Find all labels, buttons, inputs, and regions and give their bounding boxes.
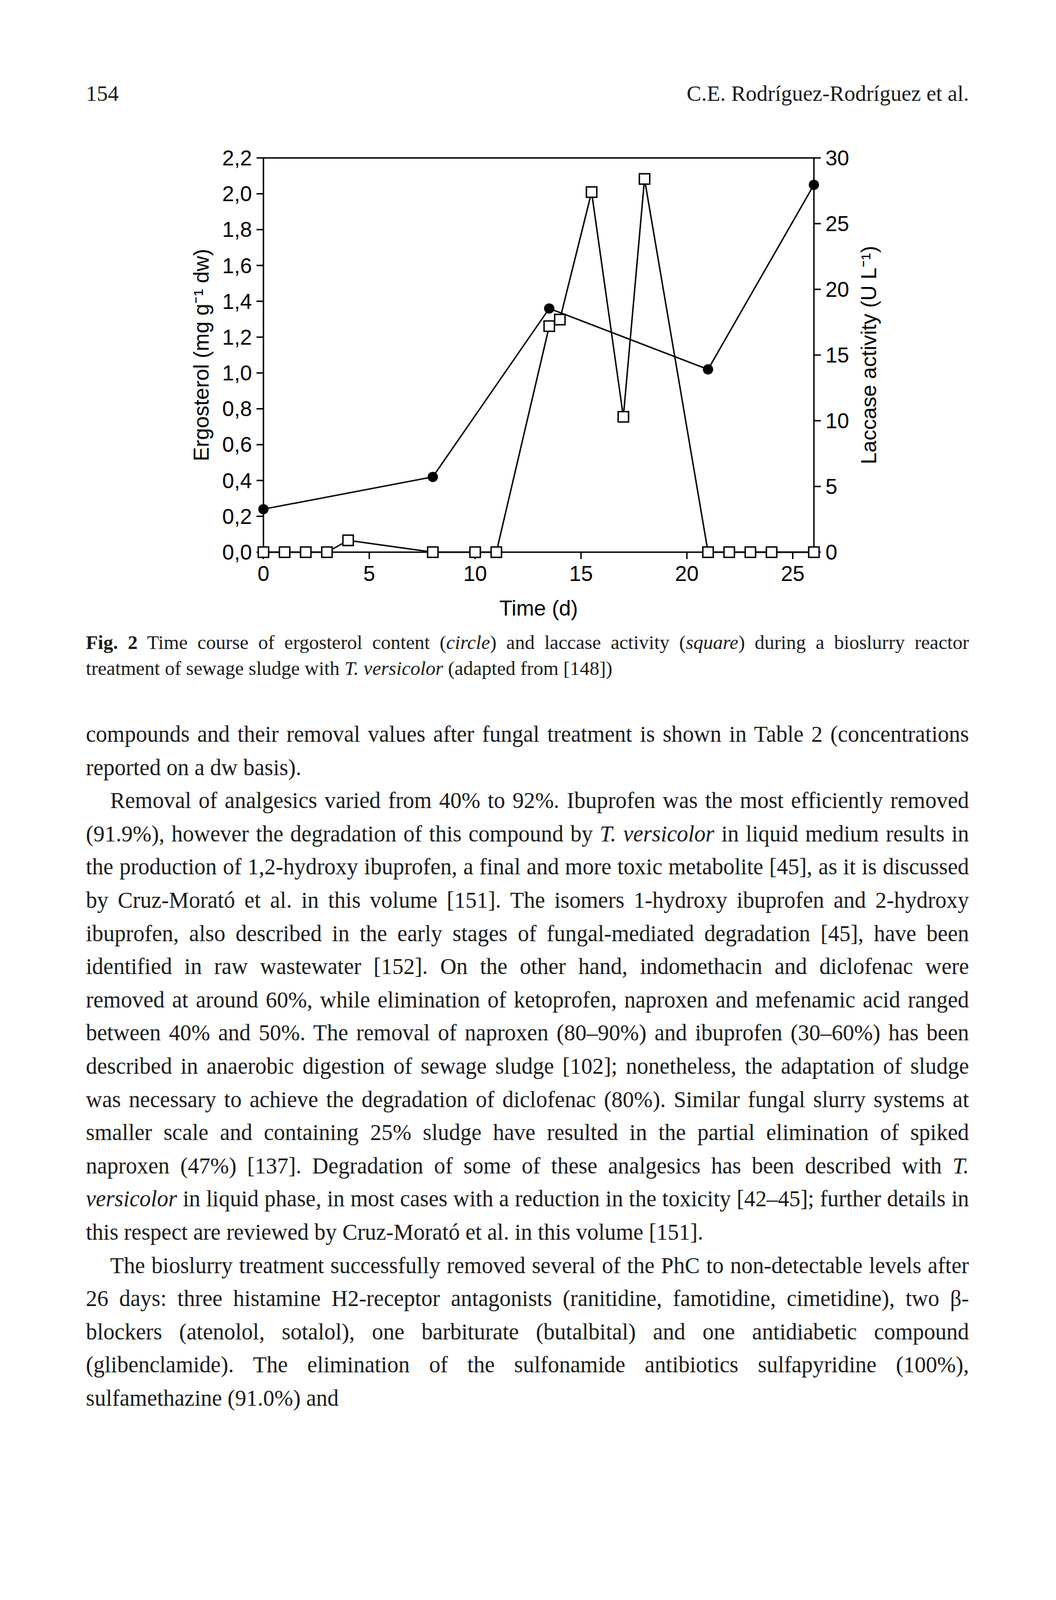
text-run: (adapted from [148]) [443, 657, 613, 680]
marker [491, 547, 502, 558]
x-tick-label: 20 [674, 562, 699, 586]
y-tick-label: 1,4 [222, 289, 252, 314]
y-tick [256, 264, 264, 267]
y2-tick [813, 485, 821, 488]
y2-tick-label: 5 [825, 474, 838, 499]
y-tick [256, 157, 264, 160]
marker [617, 411, 629, 422]
y-tick [256, 228, 264, 231]
series-line [263, 185, 814, 510]
x-tick-label: 5 [363, 562, 376, 586]
y-tick-label: 1,2 [222, 325, 252, 350]
marker [639, 173, 650, 184]
marker [745, 547, 756, 558]
y2-tick [813, 157, 821, 160]
caption: Fig. 2 Time course of ergosterol content… [85, 629, 969, 682]
marker [342, 534, 354, 546]
y2-tick [813, 420, 821, 422]
y-tick-label: 2,2 [222, 146, 252, 171]
y2-tick-label: 0 [825, 540, 838, 565]
y2-tick [813, 223, 821, 225]
y-tick-label: 1,8 [222, 217, 252, 242]
text-run: Fig. 2 [85, 631, 138, 654]
x-tick-label: 0 [257, 562, 270, 586]
figure: 0 5 10 15 20 25 0,0 0,2 0,4 0,6 0,8 1,0 1,2 1,4 1,6 1,8… [0, 0, 1056, 629]
page-number: 154 [85, 80, 119, 107]
y-tick-label: 1,6 [222, 254, 252, 278]
plot-marks [258, 173, 820, 558]
marker [702, 364, 714, 375]
text-run: in liquid phase, in most cases with a re… [85, 1186, 969, 1245]
series-line [263, 178, 814, 553]
text-run: square [685, 631, 739, 654]
paragraph: The bioslurry treatment successfully rem… [85, 1249, 969, 1416]
marker [554, 314, 565, 325]
y2-tick [813, 288, 821, 291]
marker [702, 547, 714, 558]
y2-tick-label: 20 [825, 277, 850, 302]
x-tick-label: 15 [568, 562, 593, 586]
y2-tick-label: 10 [825, 409, 850, 433]
text-run: compounds and their removal values after… [85, 721, 969, 780]
marker [469, 547, 481, 558]
x-tick [685, 552, 688, 560]
y-tick [256, 479, 264, 482]
marker [808, 547, 820, 558]
y-tick [256, 336, 264, 339]
marker [258, 503, 269, 515]
y2-axis-title: Laccase activity (U L⁻¹) [857, 246, 881, 465]
marker [544, 321, 555, 332]
y-tick-label: 0,6 [222, 432, 252, 457]
y-tick-label: 0,8 [222, 397, 252, 421]
y-tick-label: 0,4 [222, 469, 252, 493]
x-tick [792, 552, 794, 560]
marker [427, 547, 439, 558]
y-tick-label: 0,2 [222, 504, 252, 529]
marker [586, 186, 597, 198]
y-tick [256, 408, 264, 410]
plot-frame [263, 157, 814, 553]
y2-tick [813, 354, 821, 357]
x-axis-title: Time (d) [499, 596, 578, 621]
y-tick [256, 443, 264, 446]
running-head: C.E. Rodríguez-Rodríguez et al. [686, 80, 969, 107]
y-tick-label: 1,0 [222, 361, 252, 386]
x-tick [368, 552, 371, 560]
marker [723, 547, 735, 558]
y-tick [256, 515, 264, 518]
y-tick [256, 372, 264, 375]
marker [321, 547, 333, 558]
x-tick-label: 25 [781, 562, 805, 586]
marker [427, 471, 439, 482]
marker [544, 303, 555, 314]
body-text: compounds and their removal values after… [85, 717, 969, 1415]
marker [258, 547, 269, 558]
marker [300, 547, 311, 558]
text-run: The bioslurry treatment successfully rem… [85, 1253, 969, 1411]
text-run: Time course of ergosterol content ( [137, 631, 447, 654]
y2-tick-label: 25 [825, 212, 850, 236]
y-tick [256, 300, 264, 303]
text-run: ) and laccase activity ( [489, 631, 686, 654]
marker [808, 179, 820, 191]
x-tick [580, 552, 583, 560]
y-tick-label: 0,0 [222, 540, 252, 565]
y2-tick-label: 15 [825, 343, 850, 368]
paragraph: compounds and their removal values after… [85, 717, 969, 784]
marker [766, 547, 778, 558]
y-tick [256, 193, 264, 195]
text-run: T. versicolor [600, 821, 715, 847]
x-tick-label: 10 [463, 562, 488, 586]
text-run: circle [446, 631, 490, 654]
text-run: in liquid medium results in the producti… [85, 821, 969, 1179]
marker [279, 547, 290, 558]
y-tick-label: 2,0 [222, 182, 252, 206]
y2-tick-label: 30 [825, 146, 850, 171]
text-run: T. versicolor [344, 657, 443, 680]
paragraph: Removal of analgesics varied from 40% to… [85, 783, 969, 1249]
y-axis-title: Ergosterol (mg g⁻¹ dw) [189, 249, 214, 462]
